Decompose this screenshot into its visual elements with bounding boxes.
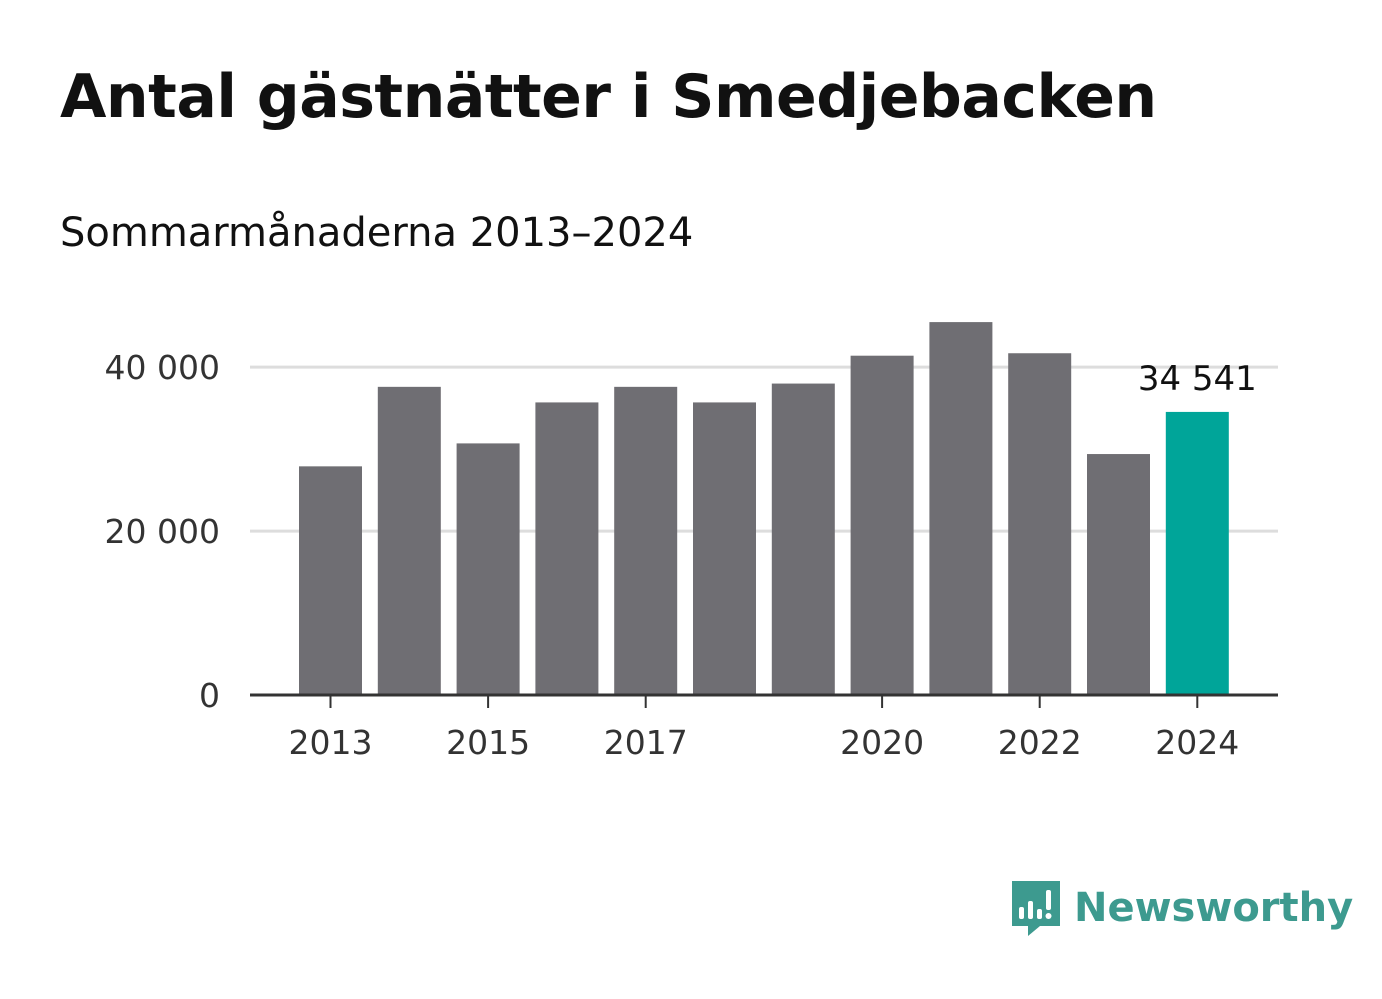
labels: 0 20 000 40 000 34 541 2013 2015 2017 2020 2022 2… (105, 348, 1257, 762)
x-tick-label: 2013 (289, 723, 373, 762)
bar (535, 402, 599, 695)
value-label: 34 541 (1138, 359, 1257, 399)
bar (377, 386, 441, 695)
bar (771, 383, 835, 695)
bars (299, 322, 1229, 695)
bar (456, 443, 520, 695)
y-tick-label: 40 000 (105, 348, 220, 387)
x-tick-label: 2024 (1155, 723, 1239, 762)
y-tick-label: 20 000 (105, 512, 220, 551)
bar (299, 466, 362, 695)
brand-name: Newsworthy (1074, 885, 1354, 931)
bar (693, 402, 756, 695)
y-tick-label: 0 (199, 676, 220, 715)
chart-title: Antal gästnätter i Smedjebacken (60, 62, 1157, 132)
bar (850, 355, 914, 695)
axes (250, 693, 1278, 708)
x-tick-label: 2022 (998, 723, 1082, 762)
newsworthy-logo-icon (1012, 881, 1060, 936)
bar (1008, 353, 1072, 695)
bar-highlight (1165, 411, 1229, 695)
x-tick-label: 2020 (840, 723, 924, 762)
brand-logo: Newsworthy (1010, 878, 1353, 938)
x-tick-label: 2017 (604, 723, 688, 762)
x-tick-label: 2015 (446, 723, 530, 762)
bar (1087, 454, 1150, 695)
bar (929, 322, 993, 695)
chart-subtitle: Sommarmånaderna 2013–2024 (60, 210, 694, 256)
bar (614, 386, 678, 695)
